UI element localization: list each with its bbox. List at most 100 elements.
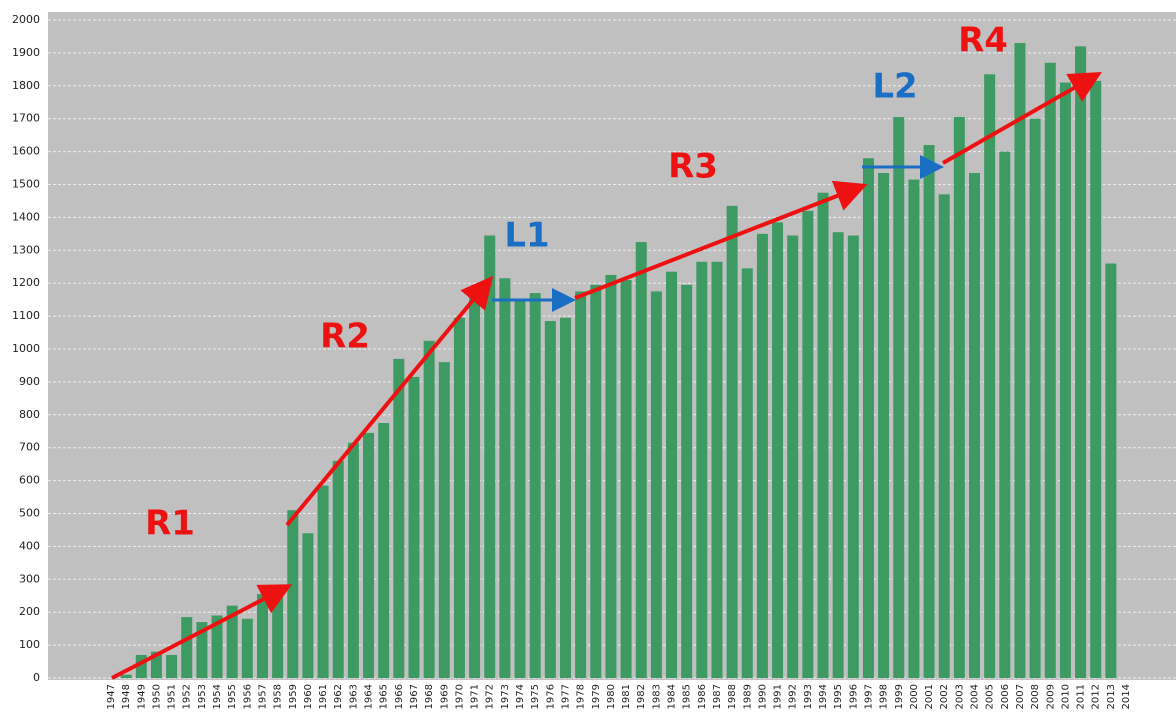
- x-tick-label: 1980: [606, 684, 617, 709]
- bar: [120, 674, 132, 678]
- bar: [544, 321, 556, 678]
- x-tick-label: 2008: [1030, 684, 1041, 709]
- bar: [1105, 263, 1117, 678]
- x-tick-label: 1985: [682, 684, 693, 709]
- annotation: L2: [872, 67, 917, 107]
- x-tick-label: 1981: [621, 684, 632, 709]
- bar: [590, 284, 602, 678]
- x-tick-label: 1951: [167, 684, 178, 709]
- x-tick-label: 1970: [454, 684, 465, 709]
- x-tick-label: 2009: [1045, 684, 1056, 709]
- x-tick-label: 1987: [712, 684, 723, 709]
- x-tick-label: 1959: [288, 684, 299, 709]
- y-tick-label: 1400: [12, 210, 40, 223]
- x-tick-label: 1960: [303, 684, 314, 709]
- x-tick-label: 1949: [136, 684, 147, 709]
- y-tick-label: 2000: [12, 13, 40, 26]
- bar: [681, 284, 693, 678]
- y-tick-label: 700: [19, 441, 40, 454]
- x-tick-label: 2014: [1121, 684, 1132, 709]
- x-tick-label: 2006: [1000, 684, 1011, 709]
- x-tick-label: 2001: [924, 684, 935, 709]
- bar: [453, 317, 465, 678]
- x-tick-label: 2013: [1106, 684, 1117, 709]
- x-tick-label: 1992: [788, 684, 799, 709]
- x-tick-label: 2010: [1060, 684, 1071, 709]
- bar: [226, 605, 238, 678]
- bar: [135, 654, 147, 678]
- bar: [802, 210, 814, 678]
- bar: [241, 618, 253, 678]
- y-tick-label: 400: [19, 539, 40, 552]
- x-tick-label: 1955: [227, 684, 238, 709]
- x-tick-label: 1969: [439, 684, 450, 709]
- annotation: L1: [504, 216, 549, 256]
- bar: [499, 278, 511, 678]
- bar: [832, 232, 844, 678]
- x-tick-label: 1976: [545, 684, 556, 709]
- y-tick-label: 1800: [12, 79, 40, 92]
- bar: [559, 317, 571, 678]
- x-tick-label: 1954: [212, 684, 223, 709]
- bar: [999, 151, 1011, 679]
- y-tick-label: 300: [19, 572, 40, 585]
- bar: [1044, 62, 1056, 678]
- bar: [317, 485, 329, 678]
- bar: [1075, 46, 1087, 678]
- x-tick-label: 1974: [515, 684, 526, 709]
- bar: [635, 242, 647, 678]
- bar: [529, 293, 541, 678]
- x-tick-label: 1972: [485, 684, 496, 709]
- bar: [302, 533, 314, 678]
- x-tick-label: 1952: [182, 684, 193, 709]
- bar: [787, 235, 799, 678]
- arrow: [942, 72, 1102, 165]
- bar: [650, 291, 662, 678]
- bar: [772, 222, 784, 678]
- bar: [817, 192, 829, 678]
- x-tick-label: 1961: [318, 684, 329, 709]
- x-tick-label: 1963: [348, 684, 359, 709]
- x-tick-label: 1967: [409, 684, 420, 709]
- x-tick-label: 1978: [576, 684, 587, 709]
- x-tick-label: 1998: [879, 684, 890, 709]
- bar: [393, 358, 405, 678]
- y-tick-label: 500: [19, 507, 40, 520]
- bar: [332, 460, 344, 678]
- x-tick-label: 1965: [379, 684, 390, 709]
- bar: [575, 291, 587, 678]
- bar: [756, 233, 768, 678]
- x-tick-label: 1957: [257, 684, 268, 709]
- y-tick-label: 1000: [12, 342, 40, 355]
- bar: [287, 510, 299, 678]
- x-tick-label: 1989: [742, 684, 753, 709]
- bar: [1059, 82, 1071, 678]
- bar: [847, 235, 859, 678]
- x-tick-label: 1988: [727, 684, 738, 709]
- bar: [984, 74, 996, 678]
- x-tick-label: 2002: [939, 684, 950, 709]
- x-tick-label: 1995: [833, 684, 844, 709]
- bar: [166, 654, 178, 678]
- bar: [378, 423, 390, 678]
- bar: [514, 299, 526, 678]
- x-tick-label: 1982: [636, 684, 647, 709]
- bar: [347, 442, 359, 678]
- y-tick-label: 1300: [12, 243, 40, 256]
- bar: [726, 205, 738, 678]
- x-tick-label: 1958: [273, 684, 284, 709]
- annotation: R1: [145, 504, 195, 544]
- y-tick-label: 0: [33, 671, 40, 684]
- x-tick-label: 2004: [970, 684, 981, 709]
- bar: [256, 594, 268, 678]
- bar: [696, 261, 708, 678]
- bar: [620, 279, 632, 678]
- bar: [423, 340, 435, 678]
- bar: [1090, 80, 1102, 679]
- bar: [363, 432, 375, 678]
- bar: [484, 235, 496, 678]
- y-tick-label: 1500: [12, 178, 40, 191]
- y-tick-label: 900: [19, 375, 40, 388]
- x-tick-label: 2011: [1076, 684, 1087, 709]
- x-tick-label: 1956: [242, 684, 253, 709]
